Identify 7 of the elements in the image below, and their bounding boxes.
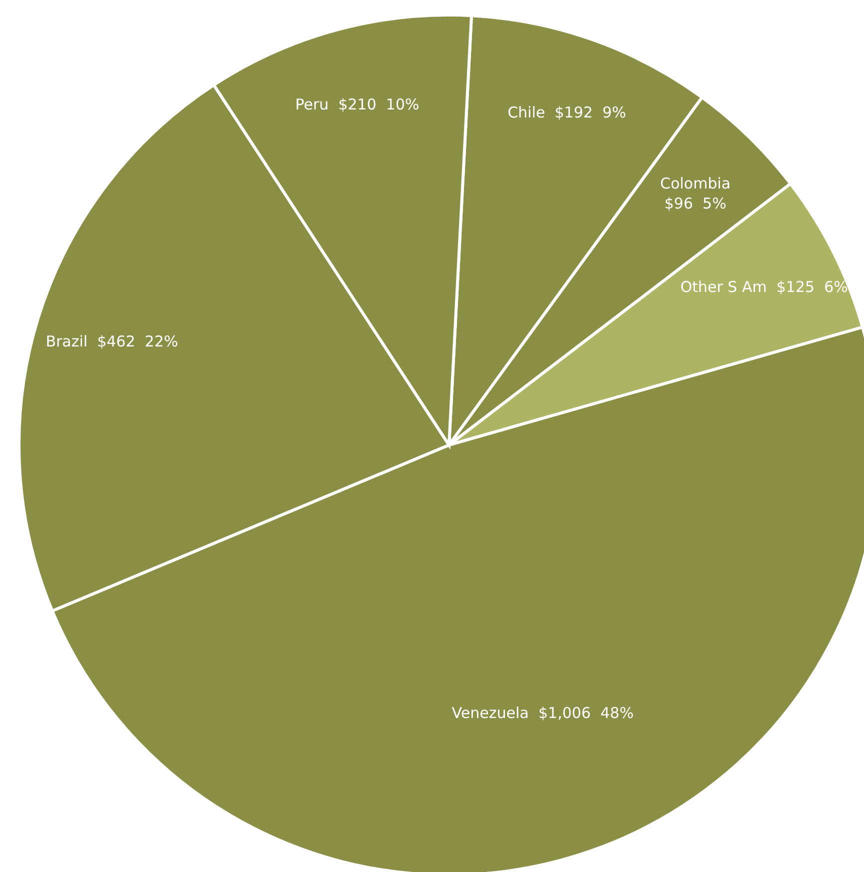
slice-label: Brazil $462 22%: [46, 332, 178, 350]
slice-label: Peru $210 10%: [295, 96, 420, 114]
slice-label: Venezuela $1,006 48%: [452, 704, 634, 722]
slice-label: Chile $192 9%: [508, 104, 626, 122]
slice-label: Colombia: [660, 174, 731, 193]
data-label: $96 5%: [664, 194, 726, 213]
slice-label: Other S Am $125 6%: [680, 278, 848, 296]
